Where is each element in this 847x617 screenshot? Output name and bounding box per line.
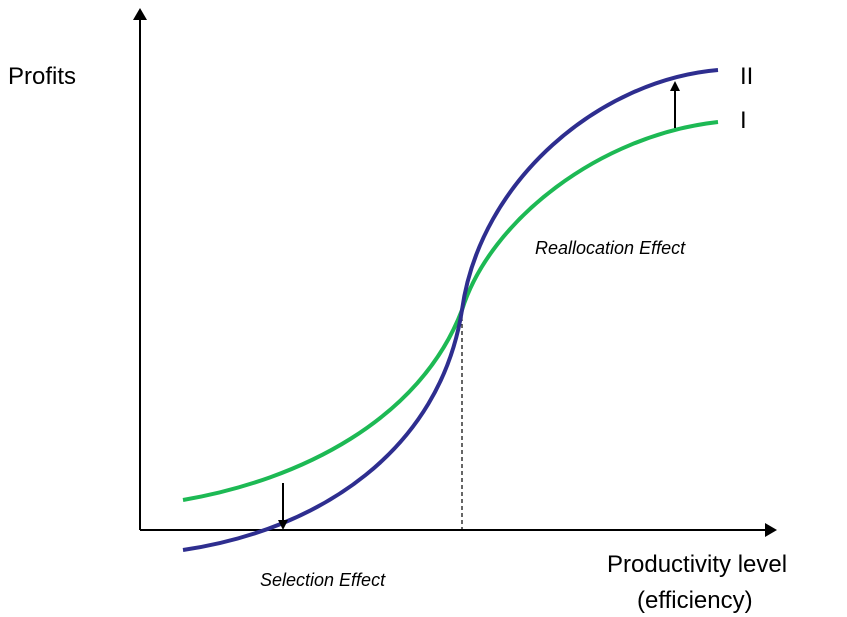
annotation: Reallocation Effect — [535, 238, 686, 258]
x-axis-label: Productivity level — [607, 551, 787, 578]
curve-label: I — [740, 107, 747, 134]
curve-ii — [182, 68, 719, 552]
x-axis-label: (efficiency) — [637, 587, 753, 614]
annotation: Selection Effect — [260, 570, 386, 590]
y-axis-label: Profits — [8, 63, 76, 90]
curve-label: II — [740, 63, 753, 90]
curve-i — [182, 120, 719, 502]
